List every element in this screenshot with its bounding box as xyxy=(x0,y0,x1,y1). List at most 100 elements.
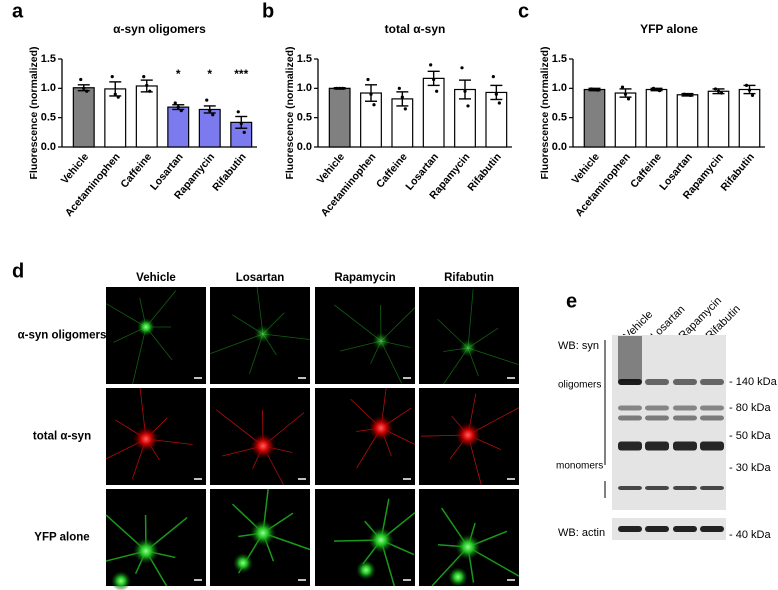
smear xyxy=(618,336,642,381)
soma xyxy=(368,527,394,553)
data-point xyxy=(747,88,752,92)
soma xyxy=(250,433,276,459)
data-point xyxy=(176,105,180,109)
panel-letter: b xyxy=(262,0,274,22)
data-point xyxy=(400,95,404,99)
band xyxy=(673,441,697,451)
data-point xyxy=(657,89,662,93)
data-point xyxy=(626,97,631,101)
soma xyxy=(455,422,481,448)
micrograph xyxy=(315,489,416,587)
data-point xyxy=(491,75,495,79)
marker-label: - 30 kDa xyxy=(729,462,771,474)
soma xyxy=(356,560,376,580)
data-point xyxy=(463,89,467,93)
column-label: Rifabutin xyxy=(444,272,494,284)
row-label: YFP alone xyxy=(34,532,89,544)
micrograph xyxy=(209,286,310,384)
group-label: oligomers xyxy=(558,380,601,391)
row-label: α-syn oligomers xyxy=(18,330,107,342)
band xyxy=(645,526,669,532)
soma xyxy=(133,426,159,452)
soma xyxy=(111,571,131,590)
soma xyxy=(372,332,390,350)
data-point xyxy=(242,130,246,134)
data-point xyxy=(497,101,501,105)
micrograph xyxy=(210,388,310,486)
data-point xyxy=(335,86,339,90)
neurite xyxy=(209,333,264,355)
x-tick-label: Rifabutin xyxy=(465,151,503,194)
image-background xyxy=(315,287,415,384)
data-point xyxy=(460,66,464,70)
micrograph xyxy=(210,488,311,586)
x-tick-label: Acetaminophen xyxy=(63,151,123,219)
significance-label: *** xyxy=(234,67,248,81)
band xyxy=(700,415,724,421)
band xyxy=(700,486,724,490)
data-point xyxy=(82,86,86,90)
y-axis-label: Fluorescence (normalized) xyxy=(539,46,551,179)
image-background xyxy=(106,287,206,384)
data-point xyxy=(372,103,376,107)
data-point xyxy=(113,92,117,96)
data-point xyxy=(148,89,152,93)
micrograph xyxy=(315,287,416,384)
data-point xyxy=(654,87,659,92)
blot-label: WB: actin xyxy=(558,527,605,539)
data-point xyxy=(179,109,183,113)
chart-title: α-syn oligomers xyxy=(113,22,206,36)
soma xyxy=(233,553,253,573)
data-point xyxy=(85,89,89,93)
chart-title: YFP alone xyxy=(640,22,698,36)
data-point xyxy=(341,86,345,90)
y-tick-label: 1.0 xyxy=(552,82,567,94)
micrograph xyxy=(105,287,206,385)
panel-letter: e xyxy=(566,290,577,312)
band xyxy=(618,526,642,532)
column-label: Losartan xyxy=(236,272,285,284)
data-point xyxy=(397,86,401,90)
data-point xyxy=(435,89,439,93)
band xyxy=(700,405,724,411)
band xyxy=(645,379,669,385)
y-tick-label: 0.0 xyxy=(552,141,567,153)
band xyxy=(673,486,697,490)
data-point xyxy=(466,104,470,108)
panel-letter: c xyxy=(518,0,529,22)
data-point xyxy=(620,85,625,89)
data-point xyxy=(239,121,243,126)
chart-title: total α-syn xyxy=(385,22,446,36)
data-point xyxy=(236,110,240,114)
data-point xyxy=(205,98,209,102)
x-tick-label: Vehicle xyxy=(315,151,348,187)
data-point xyxy=(750,93,755,97)
y-tick-label: 0.5 xyxy=(41,112,56,124)
image-background xyxy=(106,489,206,586)
bar xyxy=(676,94,699,148)
bar xyxy=(167,106,190,148)
bar xyxy=(328,87,351,148)
column-label: Vehicle xyxy=(136,272,176,284)
data-point xyxy=(429,63,433,67)
soma xyxy=(137,318,155,336)
y-tick-label: 0.0 xyxy=(41,141,56,153)
soma xyxy=(250,520,276,546)
data-point xyxy=(369,92,373,96)
y-tick-label: 1.0 xyxy=(297,82,312,94)
band xyxy=(673,526,697,532)
band xyxy=(700,441,724,451)
bar xyxy=(614,92,637,148)
bar xyxy=(645,88,668,148)
data-point xyxy=(688,93,693,97)
column-label: Rapamycin xyxy=(334,272,395,284)
x-tick-label: Acetaminophen xyxy=(573,151,633,219)
data-point xyxy=(589,87,594,91)
significance-label: * xyxy=(207,67,212,81)
panel-letter: d xyxy=(12,260,24,282)
data-point xyxy=(494,92,498,96)
micrograph xyxy=(419,287,519,385)
data-point xyxy=(110,75,114,79)
data-point xyxy=(713,87,718,91)
soma xyxy=(254,325,272,343)
